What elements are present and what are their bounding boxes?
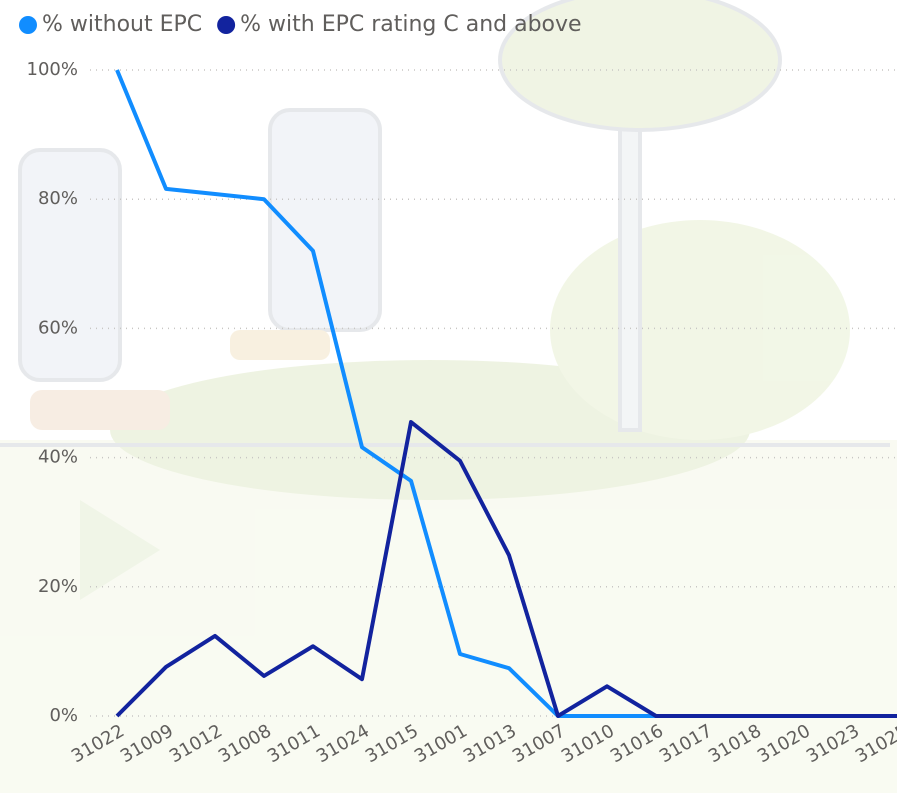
legend-marker bbox=[19, 16, 37, 34]
legend-label: % with EPC rating C and above bbox=[240, 12, 581, 37]
bush bbox=[550, 220, 850, 440]
legend-label: % without EPC bbox=[42, 12, 202, 37]
legend-marker bbox=[217, 16, 236, 34]
y-tick-label: 40% bbox=[38, 447, 78, 468]
legend: % without EPC % with EPC rating C and abo… bbox=[19, 12, 582, 37]
line-series bbox=[115, 420, 897, 718]
y-tick-label: 60% bbox=[38, 317, 78, 338]
tree-top bbox=[498, 0, 782, 132]
shoe bbox=[230, 330, 330, 360]
y-tick-label: 0% bbox=[49, 705, 78, 726]
shape bbox=[80, 500, 160, 600]
y-tick-label: 80% bbox=[38, 188, 78, 209]
figure-right bbox=[268, 108, 382, 332]
y-tick-label: 100% bbox=[27, 59, 78, 80]
shoe bbox=[30, 390, 170, 430]
figure-left bbox=[18, 148, 122, 382]
y-tick-label: 20% bbox=[38, 576, 78, 597]
